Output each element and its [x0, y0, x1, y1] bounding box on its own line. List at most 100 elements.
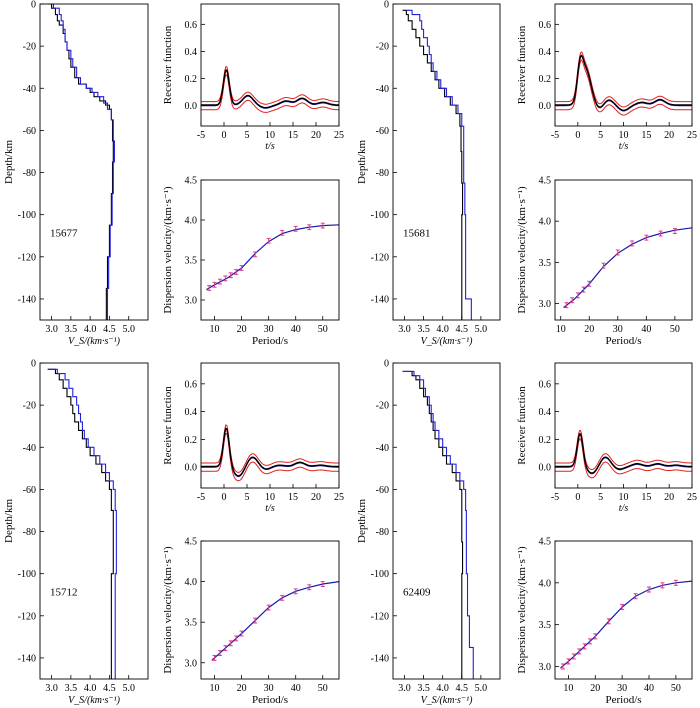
disp-xtick-label: 20 [590, 683, 600, 694]
disp-xtick-label: 30 [617, 683, 627, 694]
disp-xlabel: Period/s [252, 694, 288, 706]
disp-ytick-label: 3.5 [185, 256, 198, 267]
vs-ytick-label: 0 [384, 0, 389, 11]
rf-xtick-label: 25 [687, 492, 697, 503]
rf-ytick-label: 0.2 [539, 74, 552, 85]
rf-xtick-label: 25 [687, 130, 697, 141]
rf-xtick-label: 20 [664, 492, 674, 503]
rf-xtick-label: 20 [311, 492, 321, 503]
disp-xlabel: Period/s [605, 335, 641, 347]
rf-xtick-label: 5 [598, 130, 603, 141]
vs-series-inverted [47, 3, 115, 320]
dispersion-axes [200, 179, 340, 321]
vs-ytick-label: -100 [371, 210, 389, 221]
rf-xtick-label: 5 [245, 492, 250, 503]
vs-ytick-label: -40 [376, 443, 389, 454]
rf-obs-lower [555, 438, 692, 479]
vs-xtick-label: 4.0 [84, 324, 97, 335]
rf-xtick-label: -5 [197, 492, 205, 503]
disp-ylabel: Dispersion velocity/(km·s⁻¹) [516, 546, 528, 674]
vs-ytick-label: -100 [18, 210, 36, 221]
vs-ytick-label: 0 [31, 359, 36, 370]
disp-xtick-label: 30 [264, 324, 274, 335]
vs-series-inverted [47, 368, 117, 679]
vs-xtick-label: 4.5 [103, 324, 116, 335]
vs-ytick-label: -60 [23, 126, 36, 137]
disp-ylabel: Dispersion velocity/(km·s⁻¹) [516, 186, 528, 314]
vs-xtick-label: 3.0 [45, 683, 58, 694]
station-label: 15677 [50, 227, 78, 239]
rf-xlabel: t/s [265, 503, 275, 514]
vs-xlabel: V_S/(km·s⁻¹) [421, 336, 474, 347]
rf-observed [201, 427, 339, 477]
vs-xtick-label: 4.0 [84, 683, 97, 694]
vs-xtick-label: 5.0 [475, 683, 488, 694]
disp-xtick-label: 10 [210, 683, 220, 694]
vs-xtick-label: 3.5 [65, 683, 78, 694]
dispersion-axes [200, 540, 340, 680]
vs-ytick-label: 0 [384, 359, 389, 370]
disp-xtick-label: 50 [318, 683, 328, 694]
rf-xtick-label: -5 [551, 130, 559, 141]
disp-ytick-label: 4.0 [185, 216, 198, 227]
rf-ytick-label: 0.6 [185, 20, 198, 31]
vs-ytick-label: -60 [376, 126, 389, 137]
rf-axes [200, 362, 340, 489]
vs-xtick-label: 4.5 [456, 683, 469, 694]
rf-xtick-label: -5 [197, 130, 205, 141]
rf-ytick-label: 0.4 [539, 47, 552, 58]
disp-xtick-label: 50 [671, 683, 681, 694]
rf-axes [200, 3, 340, 127]
rf-ytick-label: 0.0 [185, 463, 198, 474]
disp-xtick-label: 20 [237, 683, 247, 694]
rf-xtick-label: 15 [641, 492, 651, 503]
disp-ytick-label: 4.5 [185, 176, 198, 187]
rf-axes [554, 3, 693, 127]
rf-xtick-label: 20 [311, 130, 321, 141]
vs-ytick-label: -20 [376, 42, 389, 53]
vs-ytick-label: -100 [371, 569, 389, 580]
vs-model-axes [39, 3, 149, 321]
vs-ytick-label: -80 [23, 527, 36, 538]
disp-model-curve [206, 224, 340, 291]
disp-ytick-label: 4.0 [539, 217, 552, 228]
rf-ytick-label: 0.4 [539, 407, 552, 418]
disp-ytick-label: 3.5 [539, 620, 552, 631]
rf-xtick-label: 0 [222, 492, 227, 503]
rf-xtick-label: 20 [664, 130, 674, 141]
vs-model-axes [392, 3, 501, 321]
vs-ytick-label: -20 [23, 42, 36, 53]
vs-ytick-label: -140 [18, 294, 36, 305]
vs-ytick-label: -40 [23, 443, 36, 454]
rf-ytick-label: 0.0 [539, 463, 552, 474]
rf-xtick-label: 15 [288, 492, 298, 503]
disp-ylabel: Dispersion velocity/(km·s⁻¹) [162, 546, 174, 674]
station-label: 15681 [403, 227, 431, 239]
rf-ylabel: Receiver function [162, 25, 174, 104]
vs-series-initial [402, 9, 464, 320]
disp-ytick-label: 4.5 [539, 176, 552, 187]
disp-xtick-label: 40 [291, 324, 301, 335]
vs-model-axes [39, 362, 149, 680]
rf-xtick-label: 5 [245, 130, 250, 141]
vs-ytick-label: -140 [371, 294, 389, 305]
panel-15712: 0 -20 -40 -60 -80 -100 -120 -140 3.0 3.5 4.0 4.5 5.0… [3, 359, 344, 707]
rf-xtick-label: 10 [619, 492, 629, 503]
rf-xtick-label: 25 [334, 492, 344, 503]
disp-ytick-label: 3.5 [185, 618, 198, 629]
disp-xtick-label: 10 [556, 324, 566, 335]
rf-xlabel: t/s [265, 141, 275, 152]
disp-ytick-label: 4.0 [539, 578, 552, 589]
vs-series-initial [402, 370, 464, 679]
rf-xtick-label: 10 [619, 130, 629, 141]
rf-observed [201, 69, 339, 109]
vs-xtick-label: 4.0 [436, 683, 449, 694]
vs-ytick-label: -20 [23, 401, 36, 412]
vs-ytick-label: -40 [376, 84, 389, 95]
rf-xtick-label: 10 [265, 130, 275, 141]
rf-ylabel: Receiver function [516, 386, 528, 465]
vs-xtick-label: 5.0 [122, 683, 135, 694]
dispersion-axes [554, 540, 693, 680]
vs-ylabel: Depth/km [3, 140, 15, 184]
